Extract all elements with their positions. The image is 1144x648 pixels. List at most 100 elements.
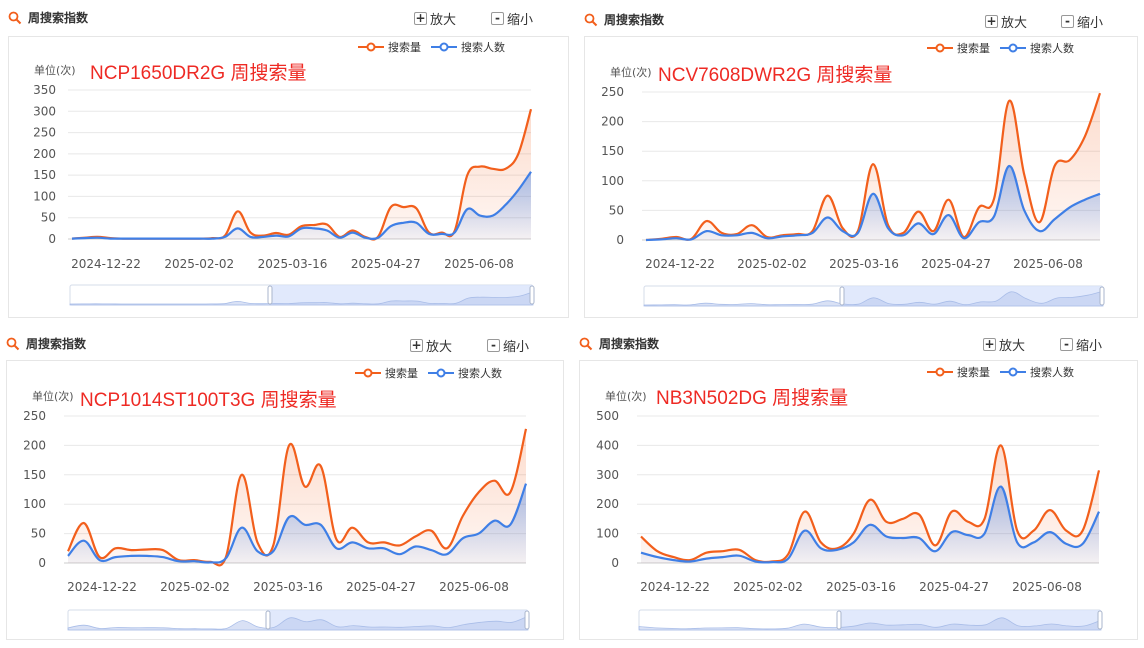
slider-handle-left[interactable] — [836, 610, 842, 630]
chart-panel-1: 周搜索指数 + 放大 - 缩小 搜索量 搜索人数 单位(次) NCP1650DR2G… — [8, 8, 569, 318]
line-chart: 350 300 250 200 150 100 50 0 2024-12-22 2025-02-0… — [33, 83, 535, 306]
panel-header: 周搜索指数 + 放大 - 缩小 — [6, 334, 564, 358]
x-tick-label: 2024-12-22 — [645, 257, 715, 271]
line-chart: 250 200 150 100 50 0 2024-12-22 2025-02-02 2025-… — [601, 85, 1105, 307]
series-line-searchers — [645, 164, 1101, 242]
legend-item-search-volume[interactable]: 搜索量 — [355, 365, 418, 381]
slider-handle-right[interactable] — [529, 285, 535, 305]
slider-handle-left[interactable] — [839, 286, 845, 306]
zoom-out-button[interactable]: - 缩小 — [487, 336, 529, 355]
panel-title: 周搜索指数 — [604, 13, 665, 27]
line-marker-icon — [428, 368, 454, 378]
panel-header: 周搜索指数 + 放大 - 缩小 — [584, 10, 1138, 34]
x-tick-label: 2025-02-02 — [737, 257, 807, 271]
chart-panel-4: 周搜索指数 + 放大 - 缩小 搜索量 搜索人数 单位(次) NB3N502DG 周… — [579, 334, 1138, 640]
panel-title: 周搜索指数 — [26, 337, 87, 351]
plus-icon: + — [410, 338, 423, 352]
area-searchers — [641, 486, 1099, 563]
zoom-in-button[interactable]: + 放大 — [414, 9, 456, 28]
y-tick-label: 250 — [33, 126, 56, 140]
legend-item-searchers[interactable]: 搜索人数 — [1000, 40, 1074, 56]
legend-item-searchers[interactable]: 搜索人数 — [431, 39, 505, 55]
legend-item-search-volume[interactable]: 搜索量 — [927, 364, 990, 380]
slider-handle-left[interactable] — [265, 610, 271, 630]
y-tick-label: 50 — [31, 527, 46, 541]
x-tick-label: 2025-03-16 — [826, 580, 896, 594]
x-tick-label: 2025-02-02 — [164, 257, 234, 271]
legend-item-search-volume[interactable]: 搜索量 — [358, 39, 421, 55]
y-tick-label: 0 — [38, 556, 46, 570]
zoom-out-label: 缩小 — [507, 13, 534, 28]
overlay-title: NCP1014ST100T3G 周搜索量 — [80, 390, 337, 411]
slider-preview — [638, 617, 1102, 631]
x-tick-label: 2025-06-08 — [444, 257, 514, 271]
line-marker-icon — [355, 368, 381, 378]
series-line-search-volume — [67, 428, 528, 567]
legend: 搜索量 搜索人数 — [917, 364, 1074, 380]
data-zoom-slider[interactable] — [643, 285, 1105, 307]
line-marker-icon — [927, 43, 953, 53]
search-icon — [6, 337, 20, 351]
legend: 搜索量 搜索人数 — [345, 365, 502, 381]
x-tick-label: 2025-04-27 — [346, 580, 416, 594]
zoom-out-label: 缩小 — [503, 340, 530, 355]
data-zoom-slider[interactable] — [638, 609, 1103, 631]
zoom-out-button[interactable]: - 缩小 — [1061, 12, 1103, 31]
zoom-out-label: 缩小 — [1076, 339, 1103, 354]
line-chart: 250 200 150 100 50 0 2024-12-22 2025-02-02 2025-… — [23, 409, 530, 631]
plus-icon: + — [983, 337, 996, 351]
legend-item-search-volume[interactable]: 搜索量 — [927, 40, 990, 56]
zoom-out-button[interactable]: - 缩小 — [1060, 335, 1102, 354]
slider-handle-left[interactable] — [267, 285, 273, 305]
zoom-out-button[interactable]: - 缩小 — [491, 9, 533, 28]
y-tick-label: 50 — [41, 211, 56, 225]
slider-preview — [69, 291, 534, 306]
chart-area — [579, 360, 1138, 640]
line-marker-icon — [927, 367, 953, 377]
slider-handle-right[interactable] — [1099, 286, 1105, 306]
data-zoom-slider[interactable] — [69, 284, 535, 306]
legend-item-searchers[interactable]: 搜索人数 — [1000, 364, 1074, 380]
area-search-volume — [68, 428, 526, 566]
slider-selected-range — [842, 286, 1103, 306]
x-tick-label: 2025-02-02 — [160, 580, 230, 594]
zoom-in-button[interactable]: + 放大 — [985, 12, 1027, 31]
data-zoom-slider[interactable] — [67, 609, 530, 631]
minus-icon: - — [491, 12, 504, 25]
series-line-search-volume — [640, 444, 1101, 564]
legend-label: 搜索人数 — [461, 41, 505, 54]
series-line-searchers — [640, 485, 1100, 564]
plus-icon: + — [414, 11, 427, 25]
zoom-in-button[interactable]: + 放大 — [410, 336, 452, 355]
zoom-in-button[interactable]: + 放大 — [983, 335, 1025, 354]
plus-icon: + — [985, 14, 998, 28]
overlay-title: NCV7608DWR2G 周搜索量 — [658, 65, 893, 86]
area-searchers — [68, 483, 526, 563]
y-tick-label: 0 — [616, 233, 624, 247]
y-tick-label: 300 — [33, 104, 56, 118]
line-marker-icon — [358, 42, 384, 52]
legend-item-searchers[interactable]: 搜索人数 — [428, 365, 502, 381]
search-icon — [584, 13, 598, 27]
minus-icon: - — [1061, 15, 1074, 28]
overlay-title: NB3N502DG 周搜索量 — [656, 388, 849, 409]
slider-preview — [67, 615, 529, 631]
x-tick-label: 2025-02-02 — [733, 580, 803, 594]
y-tick-label: 350 — [33, 83, 56, 97]
y-tick-label: 100 — [596, 527, 619, 541]
y-tick-label: 200 — [23, 438, 46, 452]
series-line-search-volume — [645, 92, 1102, 242]
y-tick-label: 250 — [23, 409, 46, 423]
chart-panel-3: 周搜索指数 + 放大 - 缩小 搜索量 搜索人数 单位(次) NCP1014ST10… — [6, 334, 564, 640]
y-tick-label: 50 — [609, 203, 624, 217]
x-tick-label: 2024-12-22 — [71, 257, 141, 271]
slider-handle-right[interactable] — [524, 610, 530, 630]
y-tick-label: 0 — [611, 556, 619, 570]
line-chart: 500 400 300 200 100 0 2024-12-22 2025-02-02 2025… — [596, 409, 1103, 631]
slider-handle-right[interactable] — [1097, 610, 1103, 630]
y-tick-label: 100 — [23, 497, 46, 511]
x-tick-label: 2024-12-22 — [67, 580, 137, 594]
x-tick-label: 2025-03-16 — [829, 257, 899, 271]
area-search-volume — [646, 93, 1100, 240]
y-tick-label: 400 — [596, 438, 619, 452]
